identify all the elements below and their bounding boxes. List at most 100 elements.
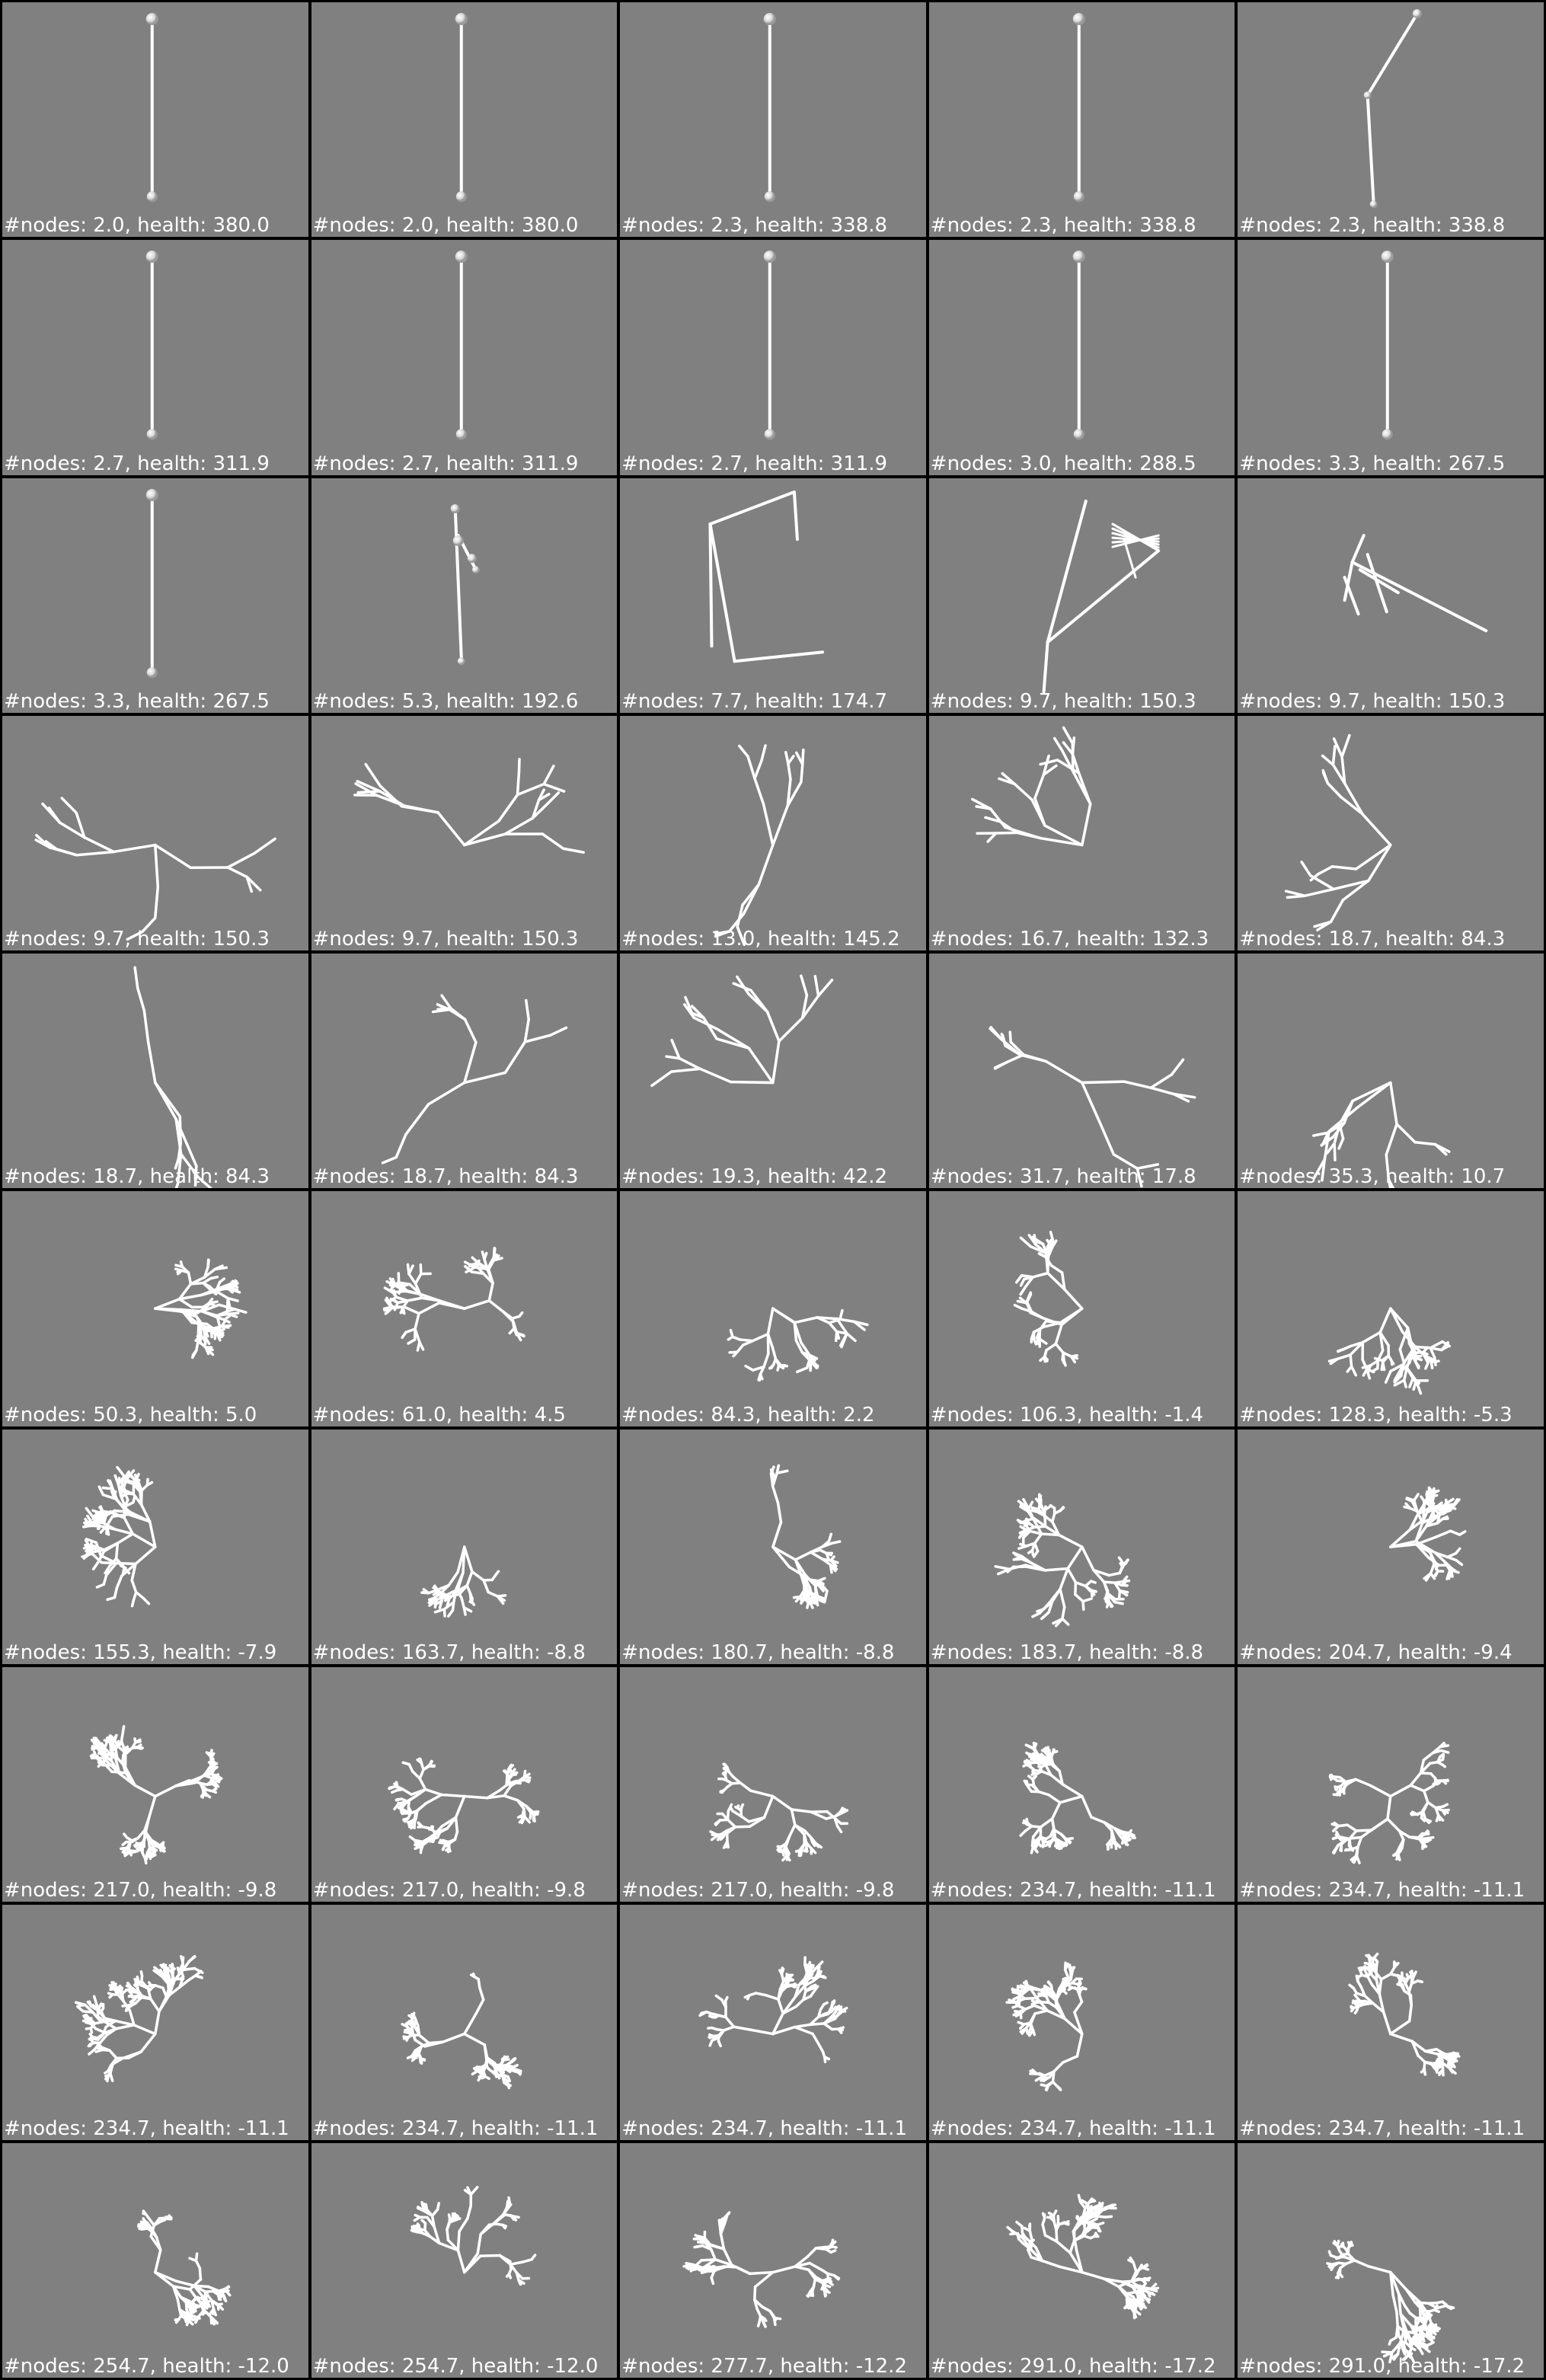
limb-segment [1376, 1349, 1385, 1363]
limb-segment [1106, 1842, 1110, 1851]
limb-segment [162, 1973, 170, 1985]
limb-segment [726, 1826, 737, 1835]
limb-segment [96, 2015, 107, 2024]
limb-segment [1117, 1589, 1121, 1599]
limb-segment [1417, 1979, 1424, 1984]
limb-segment [97, 1509, 112, 1519]
limb-segment [104, 1561, 118, 1577]
limb-segment [1367, 1954, 1375, 1962]
limb-segment [114, 1561, 137, 1565]
creature-render [1348, 1953, 1461, 2077]
limb-segment [505, 2069, 511, 2074]
limb-segment [441, 2033, 466, 2044]
limb-segment [830, 2001, 836, 2009]
limb-segment [400, 1331, 407, 1340]
limb-segment [193, 1774, 206, 1781]
panel-caption: #nodes: 19.3, health: 42.2 [621, 1165, 888, 1189]
limb-segment [1357, 1973, 1364, 1979]
limb-segment [1022, 1820, 1028, 1826]
limb-segment [462, 1545, 474, 1573]
limb-segment [125, 1988, 133, 1992]
limb-segment [456, 1545, 466, 1573]
limb-segment [110, 1759, 121, 1775]
limb-segment [404, 1103, 430, 1136]
limb-segment [1121, 1839, 1129, 1842]
limb-segment [1389, 1307, 1410, 1330]
limb-segment [1113, 1600, 1124, 1605]
limb-segment [1394, 2324, 1400, 2339]
limb-segment [1069, 1355, 1076, 1364]
limb-segment [1312, 1131, 1330, 1137]
creature-render [1006, 2193, 1159, 2319]
limb-segment [1435, 2064, 1439, 2071]
creature-render [763, 13, 777, 203]
limb-segment [1033, 1234, 1037, 1247]
panel-caption: #nodes: 18.7, health: 84.3 [4, 1165, 270, 1189]
limb-segment [839, 1807, 845, 1813]
limb-segment [453, 506, 463, 659]
limb-segment [1400, 1363, 1405, 1378]
limb-segment [835, 1318, 856, 1324]
limb-segment [800, 974, 809, 997]
limb-segment [1049, 1503, 1056, 1509]
limb-segment [462, 832, 506, 847]
limb-segment [1051, 1748, 1055, 1755]
limb-segment [93, 2042, 102, 2052]
limb-segment [1410, 2040, 1427, 2053]
limb-segment [104, 1753, 113, 1762]
limb-segment [481, 1251, 486, 1261]
limb-segment [497, 2065, 510, 2071]
limb-segment [771, 1307, 797, 1325]
limb-segment [428, 1837, 435, 1843]
limb-segment [502, 2081, 510, 2087]
limb-segment [1042, 640, 1049, 693]
limb-segment [160, 1964, 168, 1969]
joint-node [1364, 91, 1372, 100]
limb-segment [1094, 2214, 1107, 2219]
limb-segment [75, 850, 116, 857]
limb-segment [1059, 1567, 1069, 1591]
limb-segment [1072, 2217, 1084, 2233]
limb-segment [1146, 2290, 1152, 2298]
limb-segment [91, 2004, 99, 2011]
limb-segment [733, 650, 825, 663]
limb-segment [803, 1963, 809, 1975]
limb-segment [446, 1596, 451, 1607]
limb-segment [1340, 1838, 1352, 1842]
limb-segment [88, 2036, 94, 2041]
panel-caption: #nodes: 3.3, health: 267.5 [1239, 452, 1506, 475]
limb-segment [1340, 795, 1364, 816]
limb-segment [1089, 1816, 1106, 1824]
limb-segment [1412, 1379, 1418, 1391]
panel-caption: #nodes: 106.3, health: -1.4 [930, 1403, 1204, 1426]
panel-caption: #nodes: 217.0, health: -9.8 [4, 1879, 277, 1902]
limb-segment [402, 1305, 420, 1315]
limb-segment [1329, 1775, 1336, 1779]
limb-segment [1423, 1354, 1433, 1364]
limb-segment [1040, 1991, 1046, 1995]
creature-render [381, 994, 567, 1164]
limb-segment [455, 1584, 468, 1593]
limb-segment [1030, 1784, 1040, 1794]
limb-segment [1006, 1565, 1015, 1573]
limb-segment [201, 1277, 212, 1285]
joint-node [763, 13, 777, 26]
limb-segment [736, 1343, 745, 1354]
limb-segment [1018, 1505, 1030, 1513]
limb-segment [1429, 1347, 1436, 1359]
limb-segment [1343, 1099, 1355, 1125]
limb-segment [185, 2318, 190, 2327]
limb-segment [189, 1282, 205, 1286]
limb-segment [1046, 548, 1161, 644]
limb-segment [44, 839, 59, 851]
limb-segment [1019, 1285, 1027, 1296]
limb-segment [1390, 1359, 1394, 1366]
limb-segment [665, 1055, 682, 1060]
limb-segment [503, 1040, 526, 1075]
limb-segment [88, 2018, 93, 2026]
limb-segment [817, 2013, 830, 2019]
limb-segment [394, 1132, 407, 1159]
limb-segment [134, 1842, 139, 1848]
limb-segment [1052, 2061, 1065, 2074]
limb-segment [1334, 1833, 1343, 1842]
